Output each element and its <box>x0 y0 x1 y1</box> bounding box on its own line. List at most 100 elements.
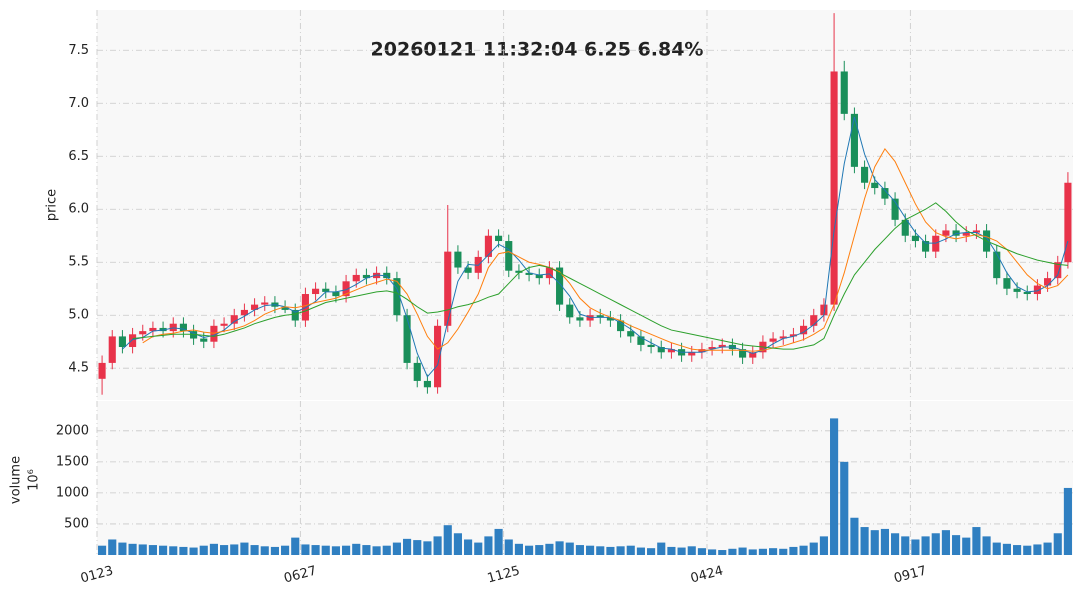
volume-bar <box>352 543 361 555</box>
volume-bar <box>687 546 696 555</box>
candle-body <box>240 309 248 316</box>
candle-body <box>952 230 960 236</box>
candle-body <box>1003 278 1011 289</box>
volume-bar <box>118 542 127 555</box>
volume-bar <box>565 542 574 555</box>
volume-bar <box>291 537 300 555</box>
volume-bar <box>220 545 229 555</box>
candle-body <box>566 304 574 318</box>
price-panel <box>97 10 1073 400</box>
candle-body <box>108 336 116 363</box>
candle-body <box>830 71 838 305</box>
candle-body <box>413 362 421 381</box>
candle-body <box>1054 262 1062 279</box>
x-tick-label: 0627 <box>282 563 318 586</box>
volume-bar <box>545 543 554 555</box>
volume-panel <box>97 401 1073 555</box>
volume-bar <box>1002 543 1011 555</box>
volume-bar <box>891 533 900 555</box>
y-tick-label: 7.0 <box>68 96 89 111</box>
candle-body <box>1064 182 1072 263</box>
volume-bar <box>331 546 340 555</box>
volume-bar <box>209 543 218 555</box>
candle-body <box>291 309 299 321</box>
volume-bar <box>311 545 320 555</box>
volume-bar <box>708 549 717 555</box>
volume-bar <box>647 548 656 555</box>
volume-bar <box>677 547 686 555</box>
volume-bar <box>403 538 412 555</box>
candle-body <box>576 317 584 321</box>
volume-bar <box>1033 544 1042 555</box>
volume-bar <box>372 546 381 555</box>
candle-body <box>118 336 126 348</box>
candle-body <box>861 166 869 183</box>
volume-bar <box>962 537 971 555</box>
volume-bar <box>281 545 290 555</box>
candle-body <box>383 272 391 279</box>
volume-bar <box>260 546 269 555</box>
candle-body <box>698 349 706 353</box>
volume-bar <box>769 548 778 555</box>
candle-body <box>942 230 950 236</box>
volume-bar <box>494 528 503 555</box>
volume-bar <box>738 547 747 555</box>
candle-body <box>637 336 645 345</box>
volume-bar <box>982 536 991 555</box>
volume-bar <box>443 525 452 555</box>
volume-bar <box>789 546 798 555</box>
candle-body <box>881 188 889 199</box>
volume-bar <box>748 549 757 555</box>
candle-body <box>454 251 462 268</box>
volume-bar <box>484 536 493 555</box>
candle-body <box>403 315 411 363</box>
volume-bar <box>179 546 188 555</box>
y-tick-label: 500 <box>64 516 89 531</box>
y-tick-label: 6.0 <box>68 202 89 217</box>
candle-body <box>810 315 818 326</box>
candle-body <box>515 270 523 273</box>
volume-bar <box>931 533 940 555</box>
candle-body <box>505 241 513 271</box>
volume-bar <box>98 545 107 555</box>
volume-bar <box>128 543 137 555</box>
candle-body <box>871 182 879 189</box>
candle-body <box>230 315 238 324</box>
candle-body <box>525 272 533 275</box>
volume-bar <box>606 546 615 555</box>
x-tick-label: 1125 <box>486 563 522 586</box>
candle-body <box>322 288 330 292</box>
y-axis-label: volume <box>9 456 24 504</box>
x-tick-label: 0123 <box>79 563 115 586</box>
y-tick-label: 1000 <box>56 485 89 500</box>
axis-offset-label: 10⁶ <box>27 469 42 491</box>
y-tick-label: 7.5 <box>68 43 89 58</box>
x-tick-label: 0917 <box>892 563 928 586</box>
candle-body <box>312 288 320 295</box>
candle-body <box>769 338 777 342</box>
volume-bar <box>1063 487 1072 555</box>
candle-body <box>1044 278 1052 286</box>
volume-bar <box>169 546 178 555</box>
candle-body <box>749 352 757 358</box>
candle-body <box>556 267 564 305</box>
candle-body <box>850 113 858 167</box>
candle-body <box>627 331 635 337</box>
candle-body <box>972 230 980 233</box>
candle-body <box>332 291 340 297</box>
candle-body <box>718 344 726 348</box>
volume-bar <box>148 545 157 555</box>
chart-title: 20260121 11:32:04 6.25 6.84% <box>371 39 704 61</box>
volume-bar <box>758 548 767 555</box>
volume-bar <box>941 530 950 555</box>
volume-bar <box>321 545 330 555</box>
volume-bar <box>342 545 351 555</box>
volume-bar <box>586 545 595 555</box>
volume-bar <box>718 550 727 555</box>
candle-body <box>596 315 604 318</box>
volume-bar <box>301 544 310 555</box>
volume-bar <box>535 545 544 555</box>
volume-bar <box>596 546 605 555</box>
candle-body <box>647 344 655 348</box>
candle-body <box>342 281 350 297</box>
